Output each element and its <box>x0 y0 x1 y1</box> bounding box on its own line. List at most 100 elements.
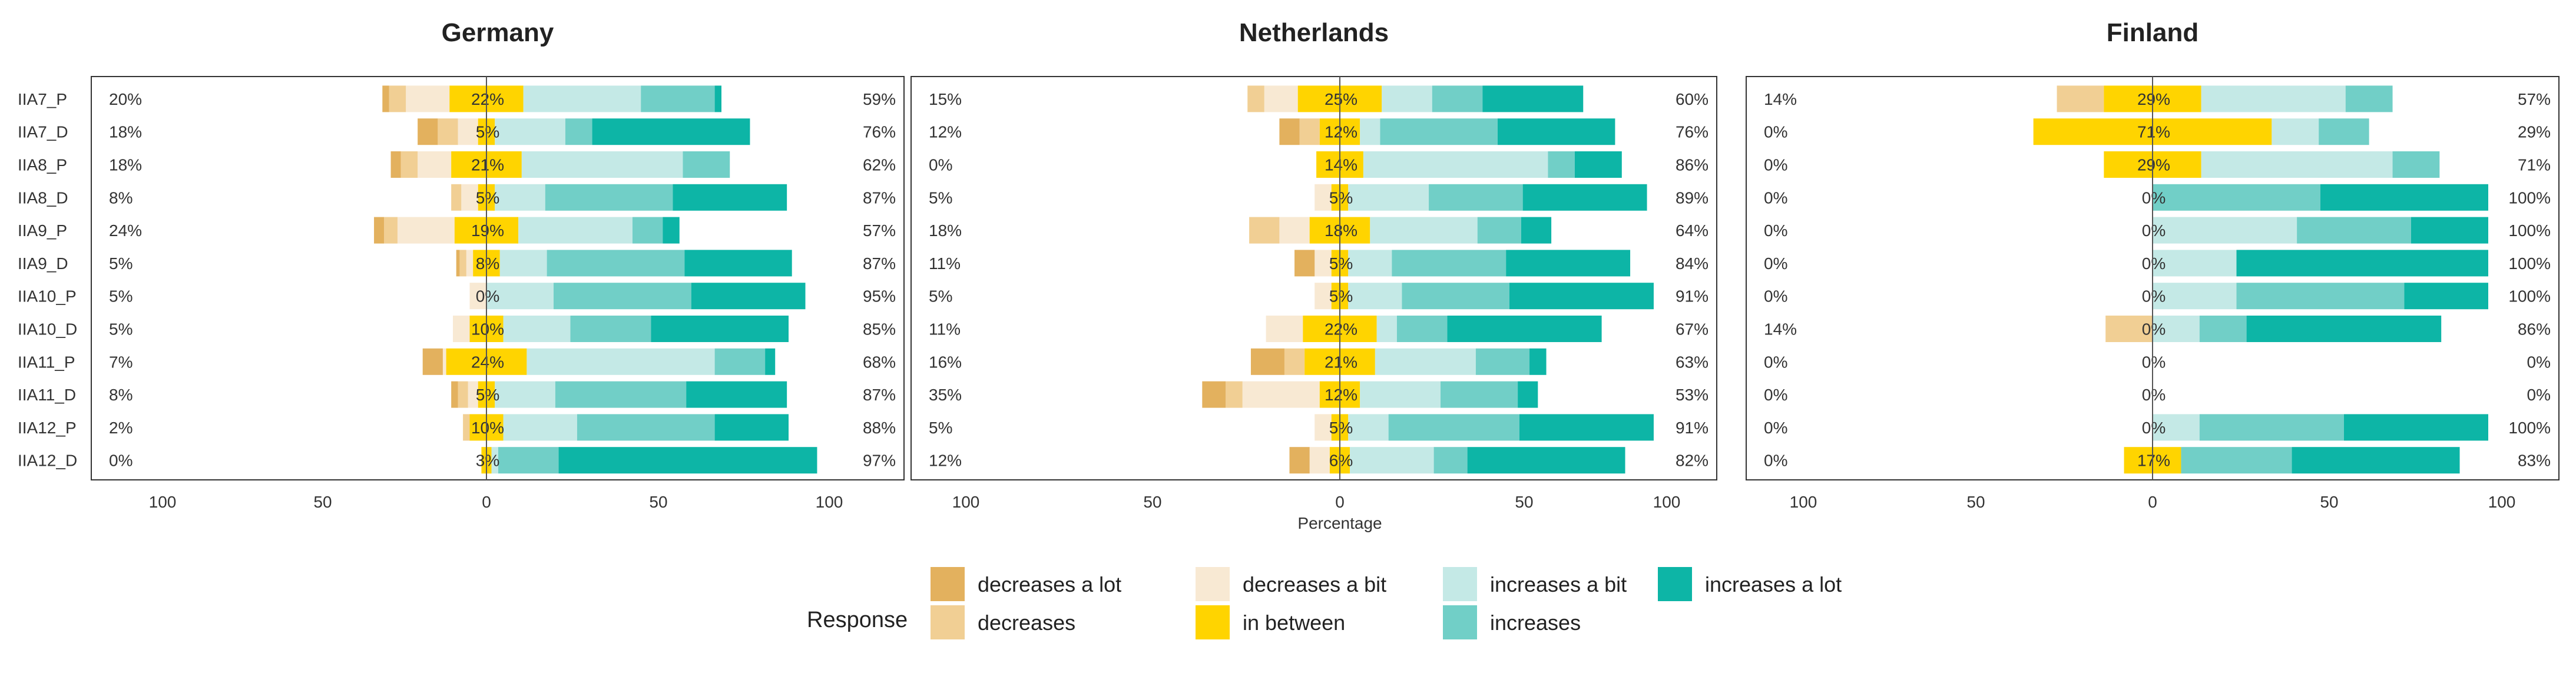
bar-segment-decreases-a-bit <box>466 250 474 277</box>
bar-segment-increases-a-bit <box>1348 250 1392 277</box>
bar-segment-increases <box>1477 217 1521 244</box>
center-percent-label: 5% <box>476 123 499 141</box>
left-percent-label: 0% <box>1764 353 1787 371</box>
center-percent-label: 17% <box>2137 452 2170 470</box>
panel-finland: Finland 14% 57% 29% 0% 29% 71% 0% 71% 29% 0% 100% 0%… <box>1746 18 2560 511</box>
bar-segment-increases-a-bit <box>1348 184 1429 211</box>
x-tick-label: 100 <box>816 493 843 511</box>
bar-row <box>481 447 817 474</box>
center-percent-label: 0% <box>2142 320 2166 339</box>
bar-segment-increases-a-lot <box>558 447 817 474</box>
bar-segment-increases-a-lot <box>1447 316 1602 342</box>
bar-segment-decreases-a-bit <box>1315 250 1332 277</box>
bar-segment-decreases-a-bit <box>453 316 470 342</box>
x-tick-label: 0 <box>2148 493 2157 511</box>
center-percent-label: 5% <box>476 188 499 207</box>
x-tick-label: 100 <box>952 493 980 511</box>
left-percent-label: 0% <box>1764 419 1787 437</box>
bar-row <box>1279 118 1615 145</box>
x-tick-label: 50 <box>1515 493 1533 511</box>
bar-segment-increases-a-lot <box>714 414 789 441</box>
right-percent-label: 88% <box>863 419 896 437</box>
bar-segment-increases-a-lot <box>765 348 776 375</box>
legend-item: increases <box>1443 605 1581 639</box>
right-percent-label: 83% <box>2518 452 2551 470</box>
bar-segment-increases-a-bit <box>2153 316 2200 342</box>
panel-netherlands: Netherlands 15% 60% 25% 12% 76% 12% 0% 86% 14% 5% 8… <box>910 18 1717 532</box>
left-percent-label: 5% <box>929 188 952 207</box>
bar-segment-increases <box>2199 316 2247 342</box>
legend-label: decreases a lot <box>978 572 1121 596</box>
bar-row <box>1266 316 1602 342</box>
left-percent-label: 24% <box>109 221 142 240</box>
left-percent-label: 2% <box>109 419 133 437</box>
bar-row <box>2057 85 2393 112</box>
bar-segment-increases <box>2319 118 2369 145</box>
right-percent-label: 100% <box>2508 419 2551 437</box>
bar-segment-increases-a-lot <box>714 85 721 112</box>
right-percent-label: 53% <box>1676 386 1708 404</box>
category-label: IIA8_P <box>18 156 67 174</box>
center-percent-label: 0% <box>2142 419 2166 437</box>
left-percent-label: 18% <box>109 123 142 141</box>
bar-segment-decreases-a-bit <box>1242 381 1320 408</box>
legend-swatch <box>1196 605 1230 639</box>
left-percent-label: 35% <box>929 386 962 404</box>
center-percent-label: 0% <box>476 287 499 306</box>
bar-row <box>469 283 806 310</box>
left-percent-label: 18% <box>929 221 962 240</box>
bar-row <box>2033 118 2369 145</box>
left-percent-label: 0% <box>1764 254 1787 273</box>
center-percent-label: 10% <box>471 320 504 339</box>
left-percent-label: 0% <box>1764 123 1787 141</box>
x-tick-label: 100 <box>1653 493 1681 511</box>
panel-frame <box>91 76 905 480</box>
category-label: IIA11_D <box>18 386 76 404</box>
center-percent-label: 8% <box>476 254 499 273</box>
center-percent-label: 6% <box>1329 452 1353 470</box>
bar-segment-increases <box>1388 414 1519 441</box>
legend-label: increases a lot <box>1705 572 1842 596</box>
bar-segment-increases-a-lot <box>1497 118 1615 145</box>
bar-row <box>453 316 789 342</box>
right-percent-label: 62% <box>863 156 896 174</box>
left-percent-label: 0% <box>1764 221 1787 240</box>
bar-segment-increases-a-lot <box>684 250 792 277</box>
bar-segment-increases-a-lot <box>2236 250 2488 277</box>
bar-segment-increases-a-bit <box>523 85 641 112</box>
x-tick-label: 50 <box>649 493 667 511</box>
left-percent-label: 0% <box>1764 156 1787 174</box>
right-percent-label: 59% <box>863 90 896 108</box>
center-percent-label: 5% <box>1329 188 1353 207</box>
x-tick-label: 50 <box>1143 493 1161 511</box>
right-percent-label: 60% <box>1676 90 1708 108</box>
bar-segment-increases <box>498 447 559 474</box>
panel-title: Netherlands <box>1239 18 1389 47</box>
bar-segment-decreases-a-bit <box>1264 85 1298 112</box>
bar-segment-decreases-a-lot <box>451 381 458 408</box>
x-tick-label: 100 <box>2488 493 2516 511</box>
bar-segment-decreases-a-bit <box>458 118 478 145</box>
bar-segment-decreases-a-lot <box>382 85 389 112</box>
bar-segment-decreases-a-lot <box>390 151 401 178</box>
bar-segment-increases-a-bit <box>1376 316 1397 342</box>
bar-segment-increases <box>2392 151 2440 178</box>
center-percent-label: 24% <box>471 353 504 371</box>
bar-segment-decreases-a-bit <box>418 151 452 178</box>
bar-segment-increases <box>2345 85 2393 112</box>
center-percent-label: 12% <box>1325 386 1357 404</box>
bar-row <box>463 414 789 441</box>
left-percent-label: 0% <box>109 452 133 470</box>
bar-row <box>2153 414 2488 441</box>
bar-segment-increases-a-bit <box>1348 283 1402 310</box>
legend-item: in between <box>1196 605 1345 639</box>
left-percent-label: 8% <box>109 188 133 207</box>
center-percent-label: 5% <box>1329 287 1353 306</box>
legend-label: decreases <box>978 611 1075 635</box>
center-percent-label: 0% <box>2142 386 2166 404</box>
right-percent-label: 0% <box>2527 386 2551 404</box>
left-percent-label: 11% <box>929 254 961 273</box>
bar-segment-increases-a-bit <box>491 447 498 474</box>
bar-segment-decreases <box>1247 85 1264 112</box>
